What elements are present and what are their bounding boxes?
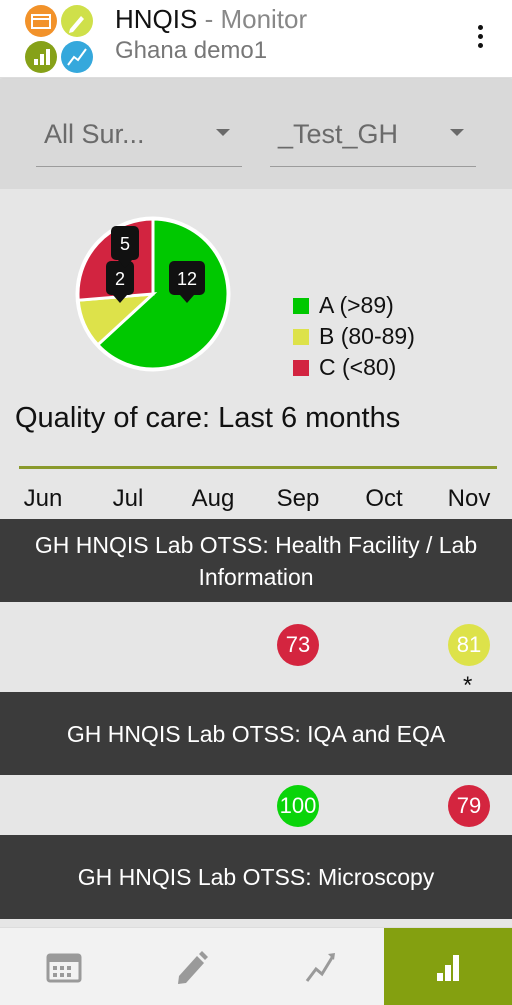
month-header: Jun Jul Aug Sep Oct Nov — [0, 485, 512, 519]
trend-icon — [305, 953, 335, 982]
app-bar: HNQIS - Monitor Ghana demo1 — [0, 0, 512, 78]
survey-select-value: All Sur... — [44, 119, 145, 149]
score-badge[interactable]: 100 — [277, 785, 319, 827]
score-badge[interactable]: 73 — [277, 624, 319, 666]
month-label: Sep — [276, 485, 320, 512]
survey-title-band[interactable]: GH HNQIS Lab OTSS: IQA and EQA — [0, 692, 512, 775]
legend-swatch — [293, 328, 309, 345]
bar-chart-icon — [437, 955, 459, 981]
survey-score-row: 73 81 * — [0, 602, 512, 699]
month-label: Oct — [365, 485, 403, 512]
legend-swatch — [293, 297, 309, 314]
score-note: * — [463, 672, 473, 699]
legend-label: C (<80) — [319, 354, 397, 380]
legend-item: A (>89) — [293, 290, 415, 321]
org-unit-select[interactable]: _Test_GH — [270, 111, 476, 167]
overflow-menu-icon[interactable] — [470, 22, 490, 56]
program-name: Ghana demo1 — [115, 37, 268, 64]
svg-text:12: 12 — [177, 269, 197, 289]
quality-of-care-title: Quality of care: Last 6 months — [15, 402, 401, 434]
quality-pie-chart: 12 2 5 — [75, 216, 231, 372]
score-badge[interactable]: 81 — [448, 624, 490, 666]
score-badge[interactable]: 79 — [448, 785, 490, 827]
tab-monitor[interactable] — [384, 928, 512, 1005]
legend-label: A (>89) — [319, 292, 394, 318]
org-unit-select-value: _Test_GH — [278, 119, 399, 149]
divider — [19, 466, 497, 469]
survey-score-row — [0, 919, 512, 927]
tab-improve[interactable] — [128, 928, 256, 1005]
legend-label: B (80-89) — [319, 323, 415, 349]
filter-bar: All Sur... _Test_GH — [0, 79, 512, 189]
pie-data-label: 5 — [111, 226, 139, 268]
tab-assess[interactable] — [0, 928, 128, 1005]
tab-trends[interactable] — [256, 928, 384, 1005]
app-title: HNQIS - Monitor — [115, 4, 307, 35]
month-label: Aug — [191, 485, 235, 512]
dropdown-caret-icon — [450, 129, 464, 136]
survey-title-band[interactable]: GH HNQIS Lab OTSS: Microscopy — [0, 835, 512, 919]
bottom-navigation — [0, 927, 512, 1005]
month-label: Jun — [23, 485, 63, 512]
chart-legend: A (>89) B (80-89) C (<80) — [293, 290, 415, 383]
app-name: HNQIS — [115, 4, 198, 34]
legend-item: C (<80) — [293, 352, 415, 383]
svg-text:5: 5 — [120, 234, 130, 254]
pencil-icon — [178, 951, 208, 984]
pie-data-label: 2 — [106, 261, 134, 303]
survey-select[interactable]: All Sur... — [36, 111, 242, 167]
survey-title-band[interactable]: GH HNQIS Lab OTSS: Health Facility / Lab… — [0, 519, 512, 602]
legend-swatch — [293, 359, 309, 376]
calendar-icon — [46, 953, 82, 983]
app-logo-icon — [25, 5, 93, 73]
app-section: - Monitor — [197, 4, 308, 34]
dropdown-caret-icon — [216, 129, 230, 136]
month-label: Jul — [112, 485, 144, 512]
pie-data-label: 12 — [169, 261, 205, 303]
survey-score-row: 100 79 — [0, 775, 512, 835]
legend-item: B (80-89) — [293, 321, 415, 352]
svg-text:2: 2 — [115, 269, 125, 289]
month-label: Nov — [447, 485, 491, 512]
